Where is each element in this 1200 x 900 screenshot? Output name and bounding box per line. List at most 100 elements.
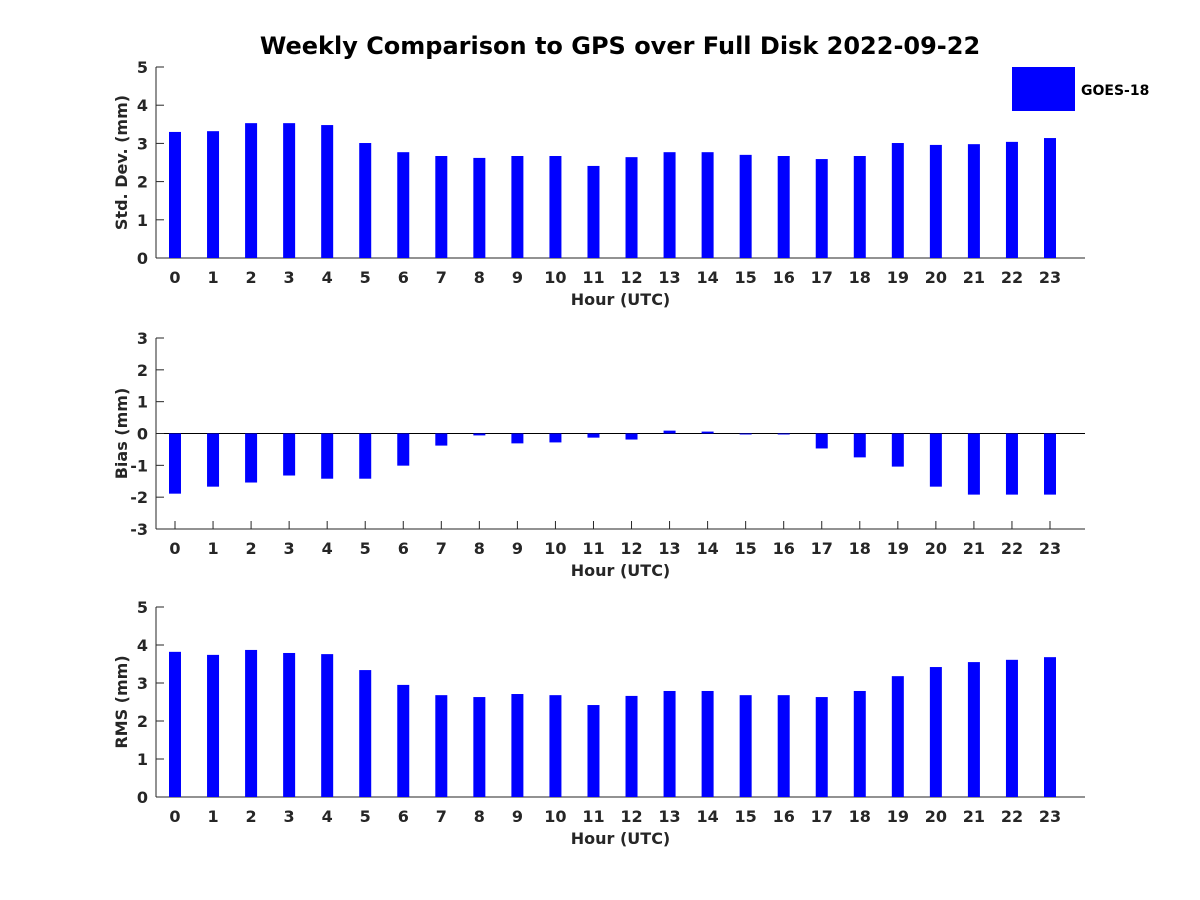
x-tick-label: 2 — [246, 268, 257, 287]
x-tick-label: 17 — [811, 807, 833, 826]
y-tick-label: 2 — [137, 361, 148, 380]
x-tick-label: 6 — [398, 539, 409, 558]
bar — [815, 697, 828, 797]
bar — [549, 433, 562, 443]
bar — [1044, 657, 1056, 797]
bar — [245, 649, 258, 797]
x-tick-label: 18 — [849, 539, 871, 558]
y-tick-label: 0 — [137, 249, 148, 268]
x-tick-label: 1 — [207, 268, 218, 287]
x-tick-label: 6 — [398, 268, 409, 287]
x-axis-label: Hour (UTC) — [571, 561, 671, 580]
x-tick-label: 5 — [360, 807, 371, 826]
x-tick-label: 23 — [1039, 807, 1061, 826]
x-tick-label: 8 — [474, 807, 485, 826]
bar — [891, 676, 904, 797]
x-tick-label: 18 — [849, 268, 871, 287]
x-tick-label: 0 — [169, 268, 180, 287]
x-tick-label: 8 — [474, 539, 485, 558]
x-tick-label: 1 — [207, 539, 218, 558]
bar — [321, 654, 334, 797]
bar — [587, 705, 600, 797]
x-tick-label: 0 — [169, 807, 180, 826]
x-tick-label: 7 — [436, 268, 447, 287]
x-tick-label: 8 — [474, 268, 485, 287]
y-axis-label: Bias (mm) — [112, 388, 131, 480]
x-tick-label: 3 — [284, 539, 295, 558]
y-tick-label: 5 — [137, 598, 148, 617]
x-tick-label: 23 — [1039, 539, 1061, 558]
bar — [511, 433, 524, 444]
x-tick-label: 4 — [322, 539, 333, 558]
x-tick-label: 12 — [620, 268, 642, 287]
bar — [359, 143, 372, 258]
bar — [511, 156, 524, 258]
bar — [625, 157, 638, 258]
bar — [169, 131, 181, 258]
x-tick-label: 11 — [582, 268, 604, 287]
bar — [967, 433, 980, 495]
x-tick-label: 0 — [169, 539, 180, 558]
y-axis-label: Std. Dev. (mm) — [112, 95, 131, 230]
bar — [663, 690, 676, 797]
bar — [321, 433, 334, 479]
x-tick-label: 9 — [512, 268, 523, 287]
bar — [435, 156, 448, 258]
bar — [625, 433, 638, 440]
bar — [511, 694, 524, 797]
y-tick-label: 1 — [137, 393, 148, 412]
bar — [359, 670, 372, 797]
x-tick-label: 16 — [773, 807, 795, 826]
x-tick-label: 1 — [207, 807, 218, 826]
bar — [207, 131, 220, 258]
x-tick-label: 23 — [1039, 268, 1061, 287]
x-tick-label: 2 — [246, 807, 257, 826]
x-tick-label: 20 — [925, 268, 947, 287]
y-tick-label: 3 — [137, 134, 148, 153]
bar — [1044, 433, 1056, 495]
x-tick-label: 16 — [773, 539, 795, 558]
bar — [283, 433, 296, 476]
x-tick-label: 17 — [811, 268, 833, 287]
x-tick-label: 14 — [696, 268, 718, 287]
y-tick-label: -3 — [130, 520, 148, 539]
bar — [701, 690, 714, 797]
bar — [853, 156, 866, 258]
bar — [245, 433, 258, 483]
bar — [549, 156, 562, 258]
x-tick-label: 19 — [887, 539, 909, 558]
legend-label: GOES-18 — [1081, 83, 1149, 99]
y-tick-label: 3 — [137, 674, 148, 693]
x-tick-label: 5 — [360, 539, 371, 558]
x-tick-label: 19 — [887, 807, 909, 826]
x-tick-label: 3 — [284, 268, 295, 287]
bar — [739, 154, 752, 258]
x-tick-label: 5 — [360, 268, 371, 287]
bar — [207, 654, 220, 797]
bar — [777, 433, 790, 435]
bar — [397, 152, 410, 258]
x-tick-label: 19 — [887, 268, 909, 287]
x-tick-label: 6 — [398, 807, 409, 826]
x-tick-label: 4 — [322, 807, 333, 826]
legend-swatch — [1012, 67, 1075, 111]
y-tick-label: -2 — [130, 488, 148, 507]
x-tick-label: 12 — [620, 539, 642, 558]
x-tick-label: 9 — [512, 539, 523, 558]
bar — [435, 433, 448, 446]
x-tick-label: 21 — [963, 539, 985, 558]
y-tick-label: 4 — [137, 636, 148, 655]
bar — [853, 690, 866, 797]
bar — [207, 433, 220, 487]
y-tick-label: -1 — [130, 456, 148, 475]
bar — [549, 695, 562, 797]
x-tick-label: 13 — [658, 268, 680, 287]
bar — [929, 433, 942, 487]
x-tick-label: 22 — [1001, 539, 1023, 558]
bar — [891, 143, 904, 258]
x-tick-label: 14 — [696, 807, 718, 826]
bar — [929, 667, 942, 797]
x-tick-label: 21 — [963, 807, 985, 826]
